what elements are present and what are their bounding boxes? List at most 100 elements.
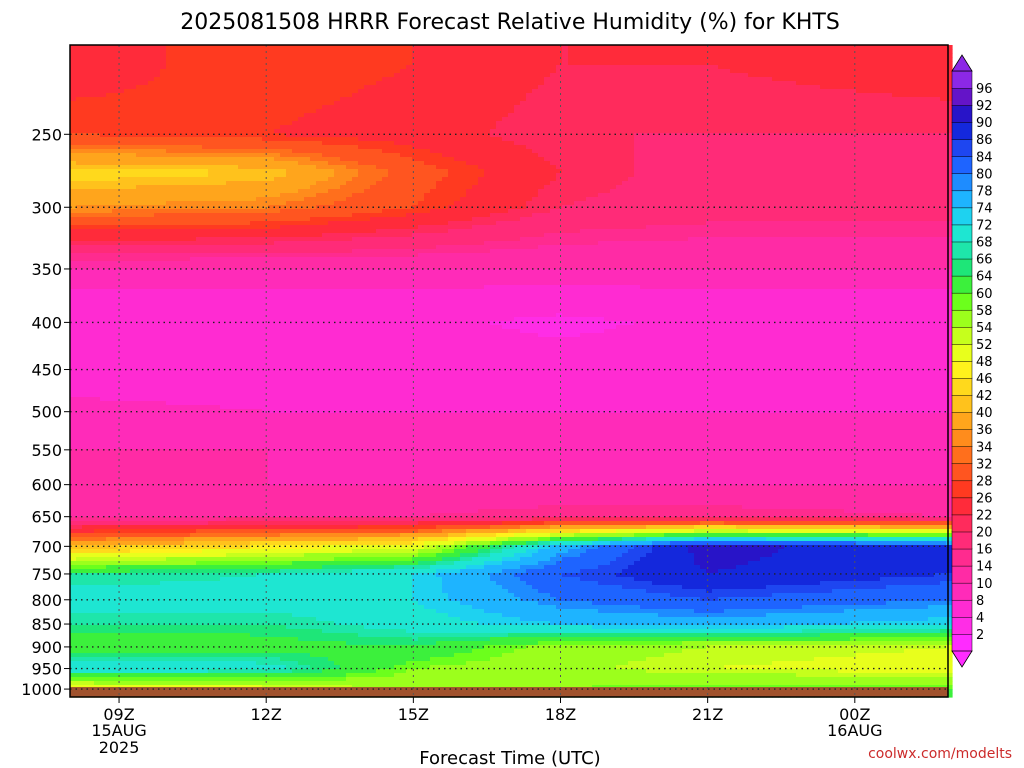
colorbar-swatch — [951, 309, 973, 328]
colorbar-label: 2 — [976, 628, 984, 643]
colorbar-swatch — [951, 292, 973, 311]
colorbar-swatch — [951, 173, 973, 192]
colorbar-swatch — [951, 377, 973, 396]
colorbar-swatch — [951, 480, 973, 499]
y-tick-label: 450 — [31, 361, 62, 380]
colorbar-swatch — [951, 463, 973, 482]
colorbar-swatch — [951, 548, 973, 567]
colorbar-label: 32 — [976, 457, 993, 472]
x-tick-label: 12Z — [251, 705, 282, 724]
y-tick-label: 350 — [31, 260, 62, 279]
chart-title: 2025081508 HRRR Forecast Relative Humidi… — [180, 10, 840, 35]
y-tick-label: 300 — [31, 198, 62, 217]
colorbar-swatch — [951, 207, 973, 226]
colorbar-label: 28 — [976, 474, 993, 489]
colorbar-swatch — [951, 104, 973, 123]
plot-frame — [69, 44, 949, 698]
colorbar-swatch — [951, 616, 973, 635]
colorbar-swatch — [951, 156, 973, 175]
colorbar-swatch — [951, 531, 973, 550]
colorbar-label: 48 — [976, 355, 993, 370]
colorbar-label: 68 — [976, 236, 993, 251]
colorbar-swatch — [951, 428, 973, 447]
x-tick-label: 21Z — [692, 705, 723, 724]
colorbar-label: 96 — [976, 82, 993, 97]
colorbar-label: 34 — [976, 440, 993, 455]
y-tick-label: 650 — [31, 508, 62, 527]
x-tick-label: 09Z — [103, 705, 134, 724]
x-tick-year: 2025 — [99, 738, 140, 757]
x-axis-label: Forecast Time (UTC) — [419, 748, 600, 768]
colorbar-swatch — [951, 70, 973, 89]
colorbar-swatch — [951, 343, 973, 362]
colorbar-label: 14 — [976, 560, 993, 575]
colorbar-swatch — [951, 565, 973, 584]
grid-lines — [70, 45, 948, 697]
colorbar-swatch — [951, 446, 973, 465]
colorbar-label: 52 — [976, 338, 993, 353]
colorbar-swatch — [951, 87, 973, 106]
x-tick-label: 18Z — [545, 705, 576, 724]
colorbar-swatch — [951, 394, 973, 413]
x-tick-date: 15AUG — [91, 721, 146, 740]
y-axis: 250 300 350 400 450 500 550 600 650 700 750 800 850 9… — [21, 125, 70, 699]
colorbar-swatch — [951, 514, 973, 533]
y-tick-label: 800 — [31, 591, 62, 610]
colorbar-bottom-arrow — [951, 650, 973, 668]
y-tick-label: 750 — [31, 565, 62, 584]
colorbar-label: 58 — [976, 304, 993, 319]
colorbar-swatch — [951, 633, 973, 652]
y-tick-label: 850 — [31, 615, 62, 634]
x-tick-label: 15Z — [398, 705, 429, 724]
colorbar-label: 64 — [976, 270, 993, 285]
colorbar-label: 46 — [976, 372, 993, 387]
colorbar-swatch — [951, 224, 973, 243]
colorbar-swatch — [951, 121, 973, 140]
y-tick-label: 600 — [31, 476, 62, 495]
colorbar-label: 78 — [976, 184, 993, 199]
ground-layer — [70, 687, 948, 697]
credit-link[interactable]: coolwx.com/modelts — [868, 746, 1012, 762]
y-tick-label: 250 — [31, 125, 62, 144]
y-tick-label: 900 — [31, 638, 62, 657]
colorbar-swatch — [951, 582, 973, 601]
colorbar-swatch — [951, 326, 973, 345]
colorbar-label: 60 — [976, 287, 993, 302]
colorbar-swatch — [951, 411, 973, 430]
y-tick-label: 1000 — [21, 680, 62, 699]
colorbar-swatch — [951, 138, 973, 157]
colorbar-label: 4 — [976, 611, 984, 626]
colorbar-label: 26 — [976, 491, 993, 506]
colorbar-swatch — [951, 258, 973, 277]
colorbar: 9692908684807874726866646058545248464240… — [951, 54, 993, 668]
colorbar-label: 90 — [976, 116, 993, 131]
colorbar-label: 86 — [976, 133, 993, 148]
colorbar-label: 8 — [976, 594, 984, 609]
colorbar-swatch — [951, 599, 973, 618]
x-tick-label: 00Z — [839, 705, 870, 724]
y-tick-label: 700 — [31, 537, 62, 556]
colorbar-label: 74 — [976, 201, 993, 216]
colorbar-label: 10 — [976, 577, 993, 592]
colorbar-label: 20 — [976, 526, 993, 541]
colorbar-label: 54 — [976, 321, 993, 336]
colorbar-label: 92 — [976, 99, 993, 114]
colorbar-swatch — [951, 360, 973, 379]
colorbar-label: 84 — [976, 150, 993, 165]
colorbar-label: 72 — [976, 219, 993, 234]
colorbar-label: 22 — [976, 509, 993, 524]
x-tick-date: 16AUG — [827, 721, 882, 740]
y-tick-label: 400 — [31, 313, 62, 332]
colorbar-top-arrow — [951, 54, 973, 72]
colorbar-swatch — [951, 497, 973, 516]
y-tick-label: 500 — [31, 403, 62, 422]
colorbar-label: 36 — [976, 423, 993, 438]
humidity-field — [70, 45, 953, 698]
colorbar-swatch — [951, 241, 973, 260]
colorbar-swatch — [951, 275, 973, 294]
colorbar-label: 42 — [976, 389, 993, 404]
colorbar-label: 16 — [976, 543, 993, 558]
y-tick-label: 950 — [31, 660, 62, 679]
